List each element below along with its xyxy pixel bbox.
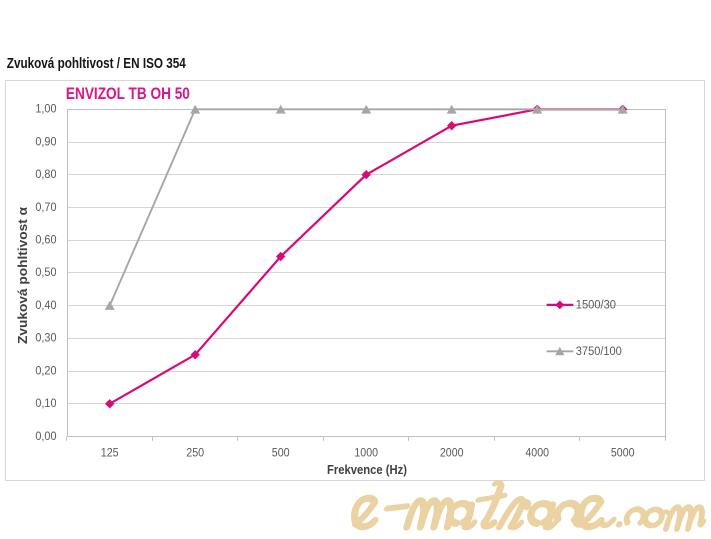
svg-text:0,10: 0,10: [35, 396, 56, 410]
svg-text:0,60: 0,60: [35, 233, 56, 247]
svg-text:Zvuková pohltivost α: Zvuková pohltivost α: [15, 207, 30, 344]
svg-text:500: 500: [272, 446, 290, 460]
svg-text:250: 250: [186, 446, 204, 460]
svg-text:4000: 4000: [525, 446, 549, 460]
svg-text:1,00: 1,00: [35, 102, 56, 116]
svg-text:0,70: 0,70: [35, 200, 56, 214]
svg-text:Zvuková pohltivost / EN ISO 35: Zvuková pohltivost / EN ISO 354: [7, 56, 187, 72]
svg-text:0,20: 0,20: [35, 363, 56, 377]
svg-text:125: 125: [101, 446, 119, 460]
svg-text:5000: 5000: [611, 446, 635, 460]
svg-text:0,90: 0,90: [35, 134, 56, 148]
svg-text:0,40: 0,40: [35, 298, 56, 312]
svg-text:3750/100: 3750/100: [576, 344, 622, 358]
svg-text:ENVIZOL TB OH 50: ENVIZOL TB OH 50: [66, 85, 190, 103]
svg-text:Frekvence (Hz): Frekvence (Hz): [327, 462, 407, 477]
svg-text:0,50: 0,50: [35, 265, 56, 279]
svg-text:2000: 2000: [440, 446, 464, 460]
svg-text:1000: 1000: [354, 446, 378, 460]
svg-text:0,80: 0,80: [35, 167, 56, 181]
svg-text:0,00: 0,00: [35, 429, 56, 443]
svg-text:1500/30: 1500/30: [576, 297, 616, 311]
svg-text:0,30: 0,30: [35, 331, 56, 345]
